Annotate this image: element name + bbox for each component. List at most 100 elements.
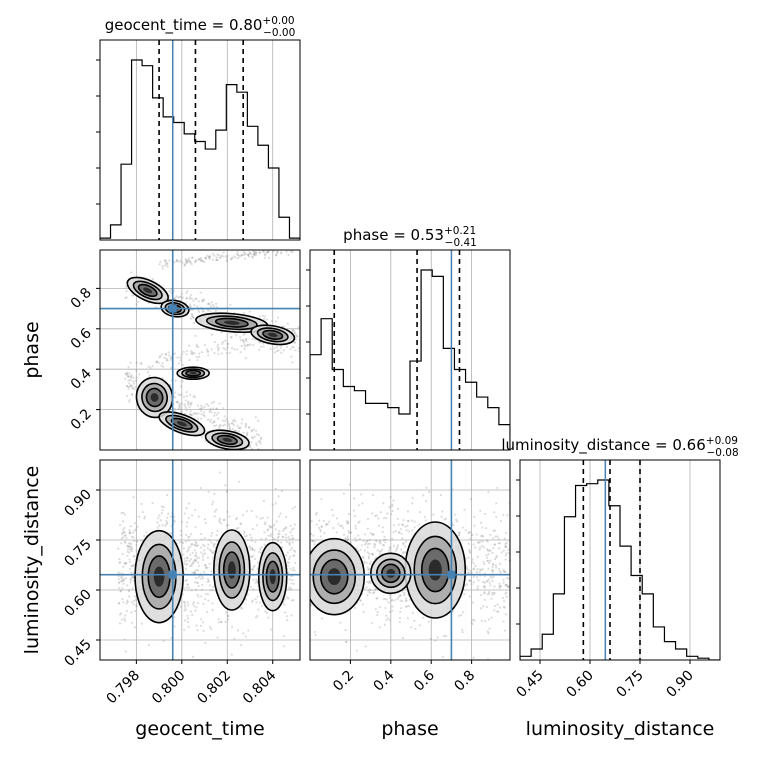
sample-point <box>254 252 257 255</box>
sample-point <box>483 575 486 578</box>
sample-point <box>201 583 204 587</box>
sample-point <box>187 400 190 403</box>
sample-point <box>362 539 365 543</box>
sample-point <box>228 427 231 430</box>
sample-point <box>124 577 128 580</box>
sample-point <box>196 581 199 585</box>
panel-frame <box>99 39 301 241</box>
sample-point <box>399 606 403 610</box>
truth-marker <box>447 570 456 579</box>
sample-point <box>368 552 371 555</box>
sample-point <box>267 251 270 254</box>
sample-point <box>193 352 196 355</box>
sample-point <box>206 593 210 596</box>
sample-point <box>129 581 132 584</box>
sample-point <box>310 532 313 536</box>
sample-point <box>497 567 501 570</box>
sample-point <box>228 423 231 427</box>
sample-point <box>173 625 176 628</box>
sample-point <box>194 609 197 612</box>
sample-point <box>291 361 294 364</box>
sample-point <box>344 537 347 541</box>
sample-point <box>199 486 202 490</box>
sample-point <box>182 587 185 590</box>
sample-point <box>382 516 386 520</box>
sample-point <box>179 605 183 608</box>
sample-point <box>218 521 221 524</box>
sample-point <box>290 582 293 585</box>
sample-point <box>258 251 261 254</box>
sample-point <box>369 560 372 564</box>
sample-point <box>215 302 218 305</box>
sample-point <box>185 521 189 524</box>
sample-point <box>195 544 198 548</box>
sample-point <box>395 549 398 552</box>
sample-point <box>442 634 446 638</box>
sample-point <box>503 629 507 632</box>
sample-point <box>203 405 206 408</box>
sample-point <box>285 554 288 557</box>
sample-point <box>128 545 131 548</box>
sample-point <box>184 605 187 608</box>
sample-point <box>265 251 268 254</box>
sample-point <box>159 519 162 522</box>
sample-point <box>125 602 128 605</box>
sample-point <box>402 552 405 555</box>
sample-point <box>387 617 390 620</box>
x-tick-label: 0.2 <box>330 668 357 695</box>
sample-point <box>482 605 485 608</box>
sample-point <box>122 565 125 568</box>
sample-point <box>292 598 295 602</box>
sample-point <box>242 341 246 344</box>
sample-point <box>283 598 286 601</box>
sample-point <box>191 543 194 546</box>
sample-point <box>371 533 374 536</box>
sample-point <box>127 375 130 378</box>
title-main: phase = 0.53 <box>343 226 444 244</box>
sample-point <box>486 549 490 552</box>
sample-point <box>342 533 346 536</box>
sample-point <box>382 598 385 601</box>
sample-point <box>493 591 496 594</box>
sample-point <box>483 563 486 566</box>
sample-point <box>255 429 258 432</box>
sample-point <box>369 532 372 535</box>
sample-point <box>258 550 261 553</box>
sample-point <box>437 452 439 454</box>
sample-point <box>243 532 246 535</box>
sample-point <box>486 548 489 551</box>
sample-point <box>290 614 293 617</box>
sample-point <box>250 536 253 539</box>
sample-point <box>215 424 218 427</box>
sample-point <box>237 257 240 260</box>
sample-point <box>128 558 131 561</box>
sample-point <box>135 540 138 543</box>
sample-point <box>208 410 211 413</box>
sample-point <box>363 587 366 590</box>
sample-point <box>207 543 210 546</box>
sample-point <box>274 528 277 531</box>
sample-point <box>137 300 140 303</box>
sample-point <box>249 445 252 448</box>
panel-title: luminosity_distance = 0.66+0.09 −0.08 <box>501 435 738 459</box>
sample-point <box>194 298 197 301</box>
sample-point <box>481 568 484 571</box>
sample-point <box>336 517 339 520</box>
sample-point <box>263 256 266 259</box>
sample-point <box>195 355 198 359</box>
sample-point <box>178 403 181 406</box>
sample-point <box>470 571 473 574</box>
sample-point <box>228 515 231 518</box>
sample-point <box>286 596 289 599</box>
sample-point <box>272 537 275 540</box>
sample-point <box>263 543 266 546</box>
sample-point <box>122 579 125 582</box>
sample-point <box>279 512 282 515</box>
sample-point <box>262 250 265 253</box>
sample-point <box>188 412 192 416</box>
x-tick-label: 0.75 <box>613 668 646 701</box>
sample-point <box>283 603 286 606</box>
sample-point <box>174 379 177 382</box>
sample-point <box>246 452 248 454</box>
sample-point <box>444 634 448 638</box>
